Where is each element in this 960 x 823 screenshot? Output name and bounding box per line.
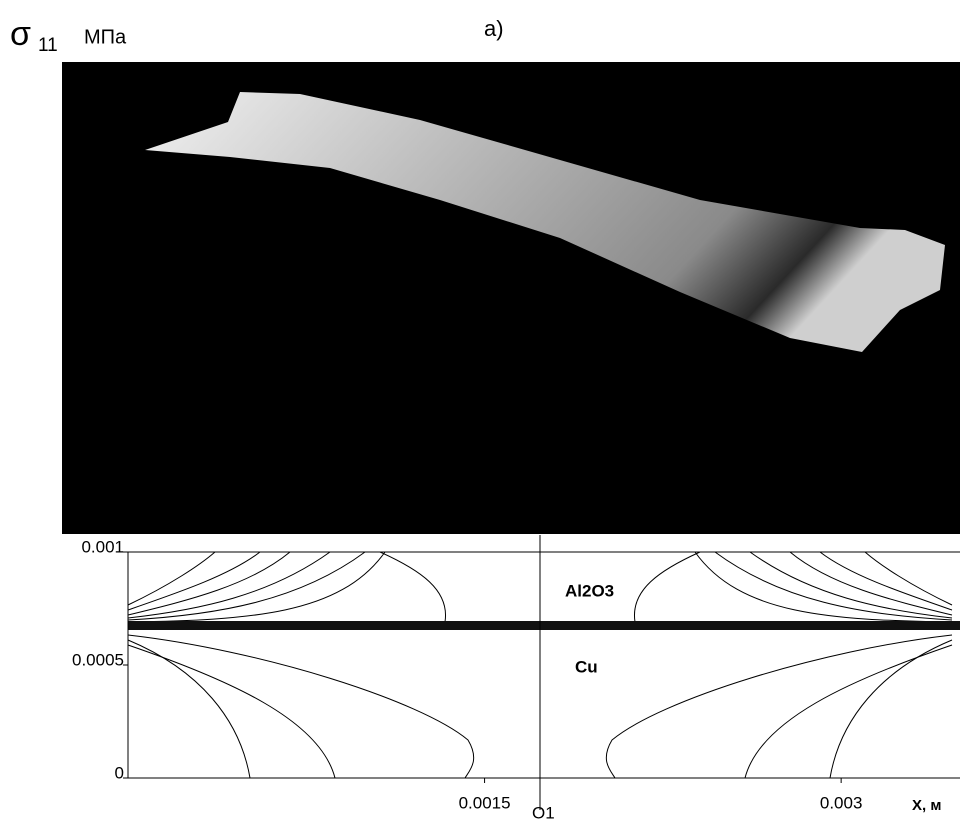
contours [127,551,960,779]
y-tick-label: 0.001 [81,537,124,556]
contour-right [605,551,953,779]
contour-left [127,551,475,779]
chart-title: а) [484,16,504,41]
annotation: Cu [575,657,598,676]
x-axis-label: X, м [912,797,941,814]
x-tick-label: 0.003 [820,793,863,812]
y-unit: МПа [84,26,127,48]
y-tick-label: 0 [115,763,124,782]
stress-surface [145,92,945,352]
center-label: O1 [532,803,555,822]
annotation: Al2O3 [565,581,614,600]
x-tick-label: 0.0015 [459,793,511,812]
interface-band [128,621,960,630]
y-symbol: σ [10,15,31,53]
y-tick-label: 0.0005 [72,650,124,669]
y-subscript: 11 [38,35,58,56]
